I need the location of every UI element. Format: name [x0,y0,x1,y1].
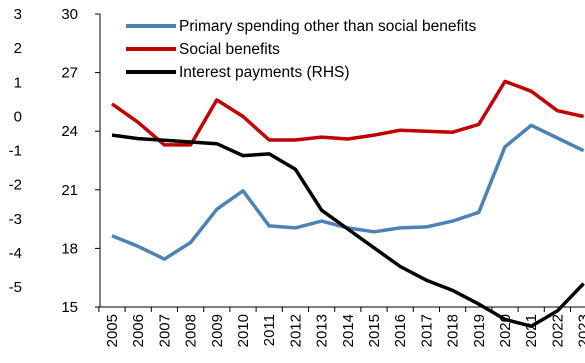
right-tick-label: 1 [14,74,22,91]
right-axis-ticks: -5 -4 -3 -2 -1 0 1 2 3 [9,6,22,296]
x-tick-label: 2013 [314,314,331,347]
series-line-1 [110,79,584,147]
x-tick-label: 2023 [576,314,585,347]
x-tick-label: 2018 [445,314,462,347]
x-tick-label: 2016 [392,314,409,347]
left-axis-ticks: 15 18 21 24 27 30 [61,6,100,316]
legend-label: Primary spending other than social benef… [179,18,476,35]
x-tick-label: 2006 [130,314,147,347]
left-tick-label: 27 [61,65,78,82]
x-tick-label: 2019 [471,314,488,347]
x-tick-label: 2009 [209,314,226,347]
x-tick-label: 2022 [549,314,566,347]
legend-label: Social benefits [179,41,280,58]
x-tick-label: 2015 [366,314,383,347]
left-tick-label: 18 [61,240,78,257]
x-tick-label: 2017 [418,314,435,347]
x-tick-label: 2005 [104,314,121,347]
left-tick-label: 24 [61,123,78,140]
series-line-2 [111,133,585,328]
right-tick-label: -3 [9,211,22,228]
legend: Primary spending other than social benef… [126,18,476,81]
x-axis-ticks: 2005 2006 2007 2008 2009 2010 2011 2012 2013 2014… [98,307,585,347]
x-tick-label: 2007 [156,314,173,347]
right-tick-label: 3 [14,6,22,23]
x-tick-label: 2021 [523,314,540,347]
right-tick-label: -4 [9,245,22,262]
right-tick-label: -2 [9,177,22,194]
x-tick-label: 2010 [235,314,252,347]
left-tick-label: 15 [61,299,78,316]
right-tick-label: 2 [14,40,22,57]
axes [99,14,585,308]
x-tick-label: 2008 [183,314,200,347]
x-tick-label: 2014 [340,314,357,347]
left-tick-label: 30 [61,6,78,23]
legend-label: Interest payments (RHS) [179,64,350,81]
right-tick-label: 0 [14,108,22,125]
series-lines [110,79,585,328]
right-tick-label: -1 [9,143,22,160]
left-tick-label: 21 [61,182,78,199]
right-tick-label: -5 [9,279,22,296]
x-tick-label: 2012 [287,314,304,347]
x-tick-label: 2011 [261,314,278,346]
